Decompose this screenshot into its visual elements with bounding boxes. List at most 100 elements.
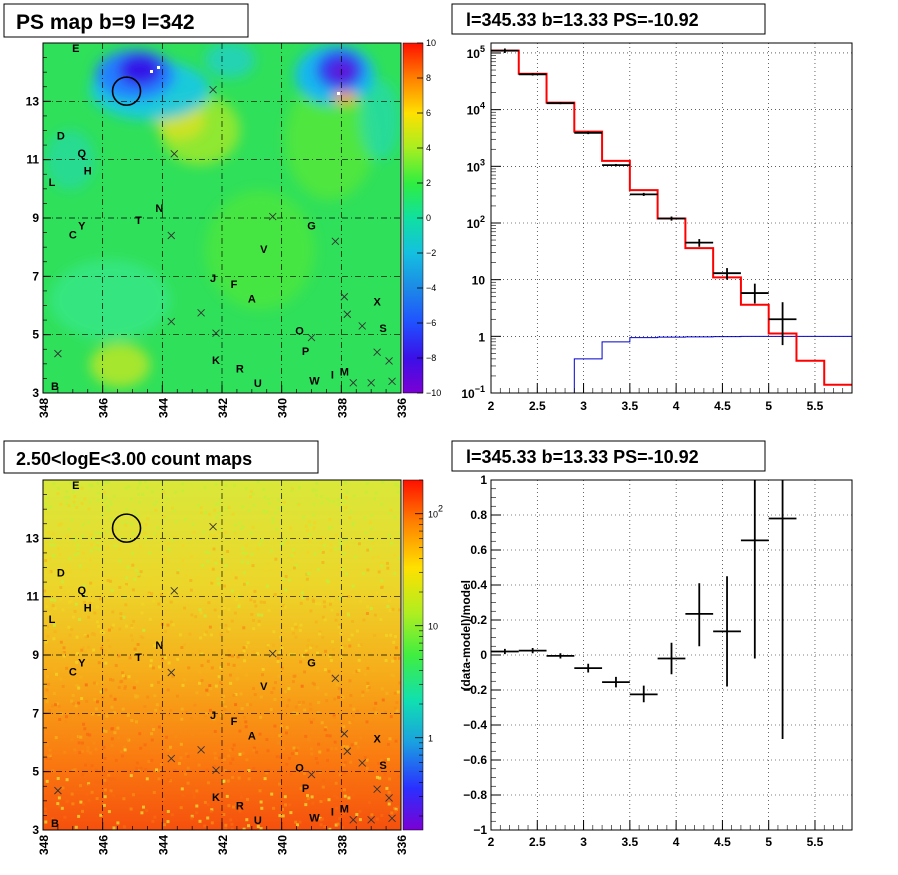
tick-label-x: 4 bbox=[673, 835, 680, 849]
count-map-pixel bbox=[68, 557, 72, 561]
count-map-pixel bbox=[252, 650, 256, 654]
count-map-pixel bbox=[138, 500, 142, 504]
count-map-pixel bbox=[390, 811, 394, 815]
count-map-pixel bbox=[48, 748, 52, 752]
count-map-pixel bbox=[201, 564, 205, 567]
count-map-pixel bbox=[223, 769, 227, 773]
tick-label-y: 7 bbox=[32, 706, 39, 720]
count-map-pixel bbox=[77, 713, 81, 717]
count-map-pixel bbox=[374, 701, 378, 705]
cross-marker bbox=[268, 649, 277, 658]
count-map-pixel bbox=[49, 543, 53, 547]
count-map-pixel bbox=[168, 665, 172, 669]
count-map-pixel bbox=[109, 502, 113, 506]
count-map-pixel bbox=[318, 602, 322, 606]
count-map-pixel bbox=[60, 651, 64, 655]
count-map-pixel bbox=[394, 584, 398, 588]
count-map-pixel bbox=[92, 583, 96, 587]
count-map-pixel bbox=[323, 618, 327, 622]
count-map-pixel bbox=[70, 628, 74, 631]
count-map-pixel bbox=[365, 758, 369, 762]
count-map-pixel bbox=[222, 779, 226, 783]
colorbar-tick-label: 8 bbox=[426, 73, 431, 83]
count-map-pixel bbox=[314, 488, 318, 492]
count-map-pixel bbox=[294, 625, 298, 629]
count-map-pixel bbox=[53, 598, 57, 602]
count-map-pixel bbox=[54, 703, 57, 707]
count-map-pixel bbox=[350, 510, 353, 514]
count-map-pixel bbox=[365, 720, 369, 724]
count-map-pixel bbox=[295, 748, 299, 752]
count-map-pixel bbox=[308, 540, 311, 544]
count-map-pixel bbox=[326, 598, 330, 602]
count-map-pixel bbox=[240, 707, 244, 710]
count-map-pixel bbox=[261, 509, 265, 513]
count-map-pixel bbox=[345, 490, 349, 494]
count-map-pixel bbox=[76, 652, 79, 656]
count-map-pixel bbox=[274, 511, 278, 515]
count-map-pixel bbox=[350, 720, 354, 724]
count-map-pixel bbox=[364, 531, 368, 535]
count-map-pixel bbox=[81, 773, 85, 777]
count-map-pixel bbox=[95, 605, 99, 609]
count-map-pixel bbox=[111, 610, 115, 614]
count-map-pixel bbox=[325, 579, 329, 583]
count-map-pixel bbox=[389, 715, 393, 719]
count-map-pixel bbox=[148, 551, 152, 555]
count-map-pixel bbox=[290, 557, 294, 561]
count-map-pixel bbox=[354, 555, 358, 559]
count-map-pixel bbox=[138, 482, 142, 486]
count-map-pixel bbox=[352, 707, 356, 711]
count-map-pixel bbox=[44, 559, 48, 563]
count-map-pixel bbox=[222, 581, 226, 585]
count-map-pixel bbox=[242, 649, 246, 653]
tick-label-y: −0.6 bbox=[463, 753, 487, 767]
tick-label-y: 5 bbox=[32, 765, 39, 779]
count-map-pixel bbox=[343, 761, 347, 765]
source-label: T bbox=[135, 652, 142, 664]
count-map-pixel bbox=[198, 670, 201, 674]
count-map-pixel bbox=[352, 494, 356, 498]
count-map-pixel bbox=[84, 763, 87, 767]
count-map-pixel bbox=[339, 543, 343, 547]
count-map-pixel bbox=[396, 805, 400, 809]
count-map-pixel bbox=[76, 543, 80, 547]
count-map-pixel bbox=[52, 482, 56, 486]
tick-label-y: 9 bbox=[32, 211, 39, 225]
count-map-pixel bbox=[231, 654, 234, 658]
count-map-pixel bbox=[330, 747, 334, 751]
count-map-pixel bbox=[129, 537, 133, 541]
count-map-pixel bbox=[153, 815, 157, 819]
count-map-pixel bbox=[157, 680, 160, 684]
count-map-pixel bbox=[325, 497, 329, 501]
count-map-pixel bbox=[335, 533, 339, 537]
cross-marker bbox=[197, 745, 205, 754]
count-map-pixel bbox=[322, 577, 326, 581]
count-map-pixel bbox=[282, 500, 286, 504]
count-map-pixel bbox=[304, 734, 308, 738]
count-map-pixel bbox=[311, 598, 315, 602]
count-map-pixel bbox=[321, 615, 325, 619]
count-map-pixel bbox=[81, 551, 85, 555]
residual-ylabel: (data-model)/model bbox=[459, 580, 473, 691]
count-map-pixel bbox=[227, 654, 231, 658]
cross-marker bbox=[167, 754, 176, 763]
count-map-pixel bbox=[123, 685, 127, 689]
count-map-pixel bbox=[102, 729, 106, 733]
count-map-pixel bbox=[284, 538, 287, 542]
count-map-pixel bbox=[90, 484, 94, 488]
count-map-pixel bbox=[258, 542, 262, 546]
tick-label-y: 102 bbox=[467, 214, 485, 231]
tick-label-y-mantissa: 10 bbox=[467, 160, 481, 174]
count-map-pixel bbox=[43, 807, 47, 811]
count-map-pixel bbox=[290, 627, 294, 631]
count-map-pixel bbox=[159, 763, 163, 766]
count-map-pixel bbox=[82, 584, 86, 588]
count-map-pixel bbox=[256, 825, 260, 828]
count-map-pixel bbox=[119, 612, 123, 616]
count-map-pixel bbox=[337, 502, 341, 506]
count-map-pixel bbox=[243, 715, 247, 719]
count-map-pixel bbox=[223, 530, 227, 534]
count-map-pixel bbox=[337, 565, 341, 569]
